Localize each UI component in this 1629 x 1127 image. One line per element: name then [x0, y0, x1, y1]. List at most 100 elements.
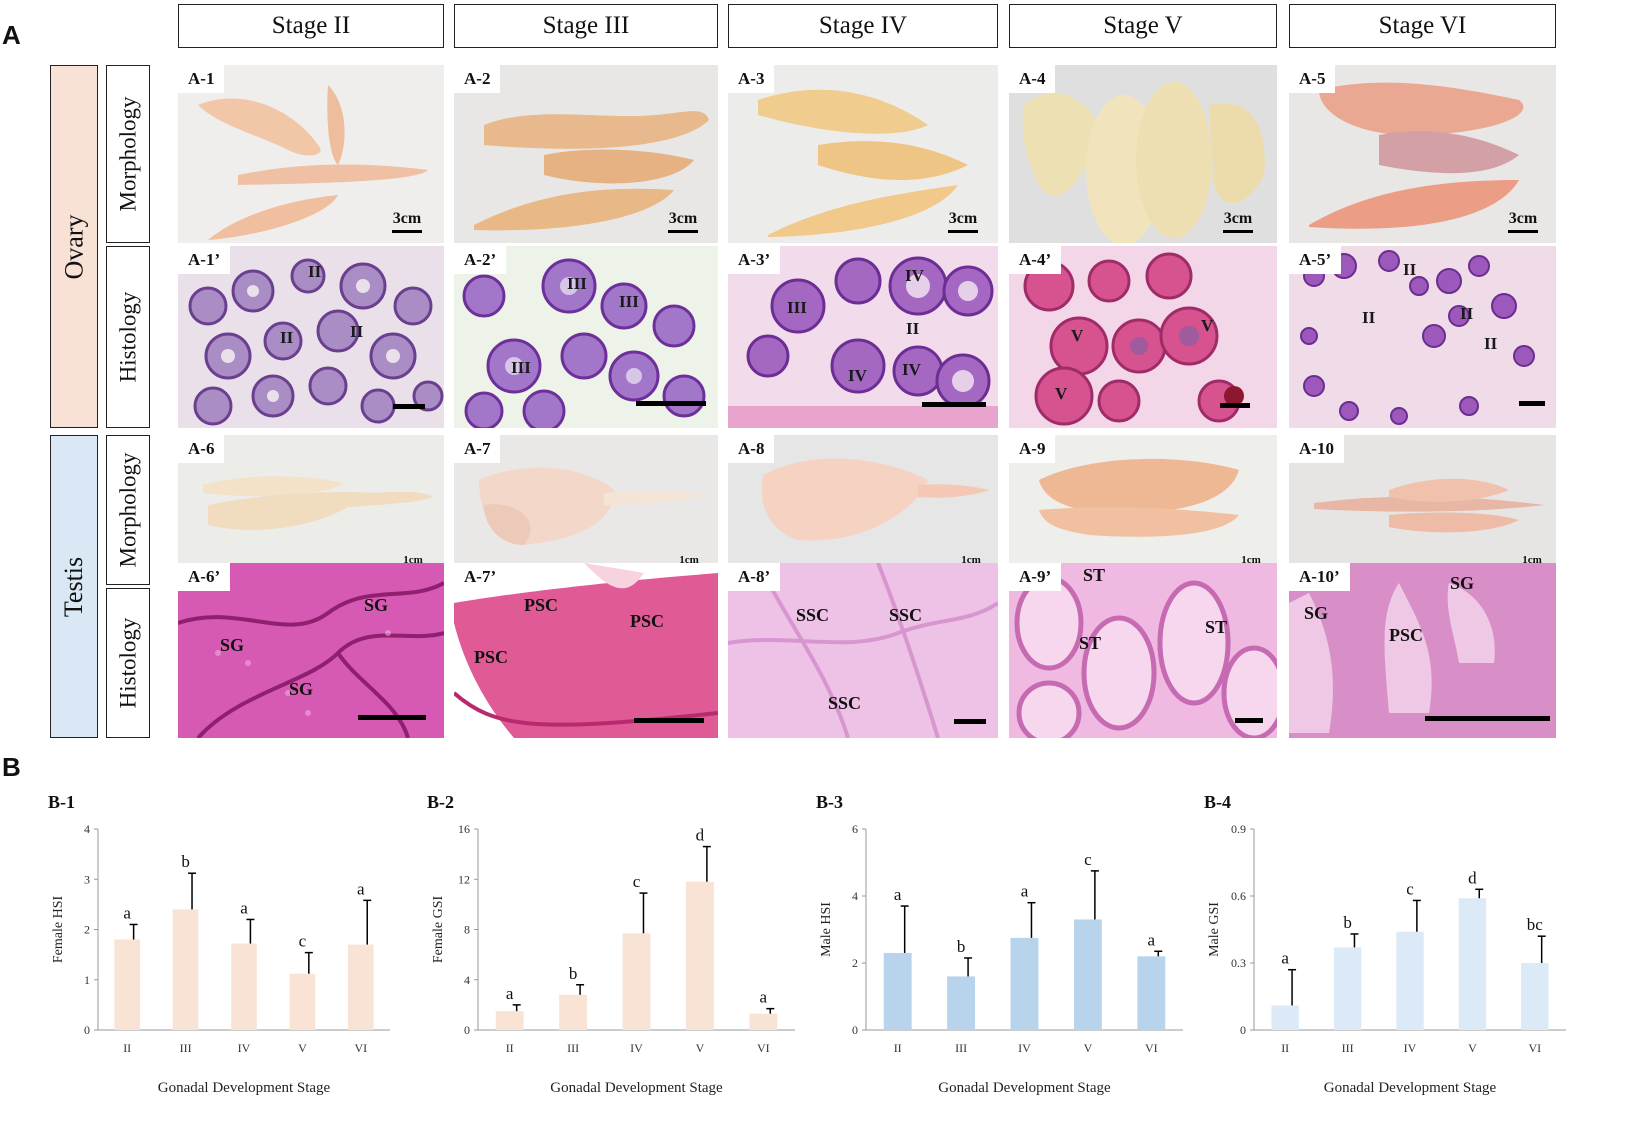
- tile-label: A-5: [1289, 65, 1336, 93]
- x-tick-label: II: [1281, 1041, 1289, 1055]
- photo-testis-morphology-stage-vi: A-10 1cm: [1289, 435, 1556, 585]
- chart-id-b4: B-4: [1204, 792, 1231, 812]
- y-tick-label: 3: [84, 872, 90, 886]
- ovary-photo-graphic: [178, 65, 444, 243]
- y-tick-label: 0.9: [1231, 822, 1246, 836]
- ovary-histology-graphic: [178, 246, 444, 428]
- tile-label: A-10’: [1289, 563, 1350, 591]
- chart-b4-male-gsi: 0 0.3 0.6 0.9 Male GSI a II b III c IV d Vbc VI Gonada…: [1207, 822, 1566, 1096]
- bar: [883, 952, 912, 1030]
- x-tick-label: IV: [238, 1041, 251, 1055]
- stage-header-vi: Stage VI: [1289, 4, 1556, 48]
- tile-label: A-1’: [178, 246, 231, 274]
- y-axis-label: Male GSI: [1207, 902, 1222, 957]
- photo-testis-morphology-stage-iv: A-8 1cm: [728, 435, 998, 585]
- tile-label: A-3’: [728, 246, 781, 274]
- y-tick-label: 16: [458, 822, 470, 836]
- y-tick-label: 0: [852, 1023, 858, 1037]
- oocyte-stage-label: III: [567, 274, 587, 293]
- bar: [172, 909, 199, 1030]
- bar: [947, 976, 976, 1030]
- bar: [622, 933, 651, 1030]
- y-tick-label: 1: [84, 973, 90, 987]
- bar: [1396, 931, 1424, 1030]
- scale-bar: [634, 718, 704, 723]
- testis-histology-graphic: [1009, 563, 1277, 738]
- x-tick-label: IV: [1404, 1041, 1417, 1055]
- x-tick-label: V: [1468, 1041, 1477, 1055]
- histology-testis-stage-iv: A-8’ SSC SSC SSC: [728, 563, 998, 738]
- oocyte-stage-label: IV: [905, 266, 924, 285]
- oocyte-stage-label: II: [308, 262, 322, 281]
- y-tick-label: 0.6: [1231, 889, 1246, 903]
- significance-letter: a: [894, 885, 902, 904]
- y-tick-label: 0: [464, 1023, 470, 1037]
- scale-bar: 3cm: [1508, 210, 1538, 233]
- tile-label: A-2: [454, 65, 501, 93]
- y-tick-label: 4: [852, 889, 858, 903]
- row-label-ovary: Ovary: [50, 65, 98, 428]
- significance-letter: b: [569, 964, 578, 983]
- cell-type-label: SG: [1450, 573, 1475, 593]
- scale-bar: 3cm: [668, 210, 698, 233]
- chart-id-b1: B-1: [48, 792, 75, 812]
- significance-letter: a: [1281, 949, 1289, 968]
- x-tick-label: V: [696, 1041, 705, 1055]
- significance-letter: b: [181, 852, 190, 871]
- histology-testis-stage-vi: A-10’ SG SG PSC: [1289, 563, 1556, 738]
- significance-letter: c: [633, 872, 641, 891]
- significance-letter: d: [696, 826, 705, 845]
- ovary-photo-graphic: [1009, 65, 1277, 243]
- tile-label: A-3: [728, 65, 775, 93]
- ovary-histology-graphic: [454, 246, 718, 428]
- x-axis-label: Gonadal Development Stage: [938, 1080, 1111, 1096]
- row-label-testis-histology: Histology: [106, 588, 150, 738]
- scale-bar: [393, 404, 425, 409]
- y-axis-label: Female GSI: [431, 896, 446, 964]
- tile-label: A-9: [1009, 435, 1056, 463]
- y-tick-label: 0.3: [1231, 956, 1246, 970]
- x-tick-label: VI: [1145, 1041, 1158, 1055]
- bar: [1458, 898, 1487, 1030]
- significance-letter: c: [1406, 879, 1414, 898]
- oocyte-stage-label: V: [1055, 384, 1068, 403]
- cell-type-label: PSC: [1389, 625, 1424, 645]
- scale-bar: 3cm: [948, 210, 978, 233]
- bar: [559, 994, 588, 1030]
- x-tick-label: III: [1342, 1041, 1354, 1055]
- bar: [231, 943, 257, 1030]
- cell-type-label: PSC: [630, 611, 665, 631]
- significance-letter: c: [299, 932, 307, 951]
- cell-type-label: SG: [289, 679, 314, 699]
- testis-histology-graphic: [1289, 563, 1556, 738]
- bar: [1137, 956, 1166, 1030]
- significance-letter: b: [1343, 913, 1352, 932]
- oocyte-stage-label: IV: [848, 366, 867, 385]
- cell-type-label: SSC: [828, 693, 862, 713]
- y-axis-label: Male HSI: [819, 902, 834, 957]
- stage-header-ii: Stage II: [178, 4, 444, 48]
- y-tick-label: 4: [464, 973, 470, 987]
- stage-header-iii: Stage III: [454, 4, 718, 48]
- significance-letter: a: [357, 879, 365, 898]
- significance-letter: b: [957, 937, 966, 956]
- photo-ovary-morphology-stage-iii: A-2 3cm: [454, 65, 718, 243]
- tile-label: A-6’: [178, 563, 231, 591]
- significance-letter: a: [1148, 930, 1156, 949]
- row-label-testis: Testis: [50, 435, 98, 738]
- photo-ovary-morphology-stage-vi: A-5 3cm: [1289, 65, 1556, 243]
- significance-letter: d: [1468, 868, 1477, 887]
- scale-bar: [1220, 403, 1250, 408]
- cell-type-label: ST: [1079, 633, 1102, 653]
- chart-b2-female-gsi: 0 4 8 12 16 Female GSI a II b III c IV d Va VI Gonadal …: [431, 822, 795, 1096]
- photo-ovary-morphology-stage-ii: A-1 3cm: [178, 65, 444, 243]
- scale-bar: [1425, 716, 1550, 721]
- x-tick-label: VI: [757, 1041, 770, 1055]
- x-tick-label: V: [1084, 1041, 1093, 1055]
- bar: [1010, 937, 1039, 1030]
- bar: [347, 944, 374, 1030]
- bar: [749, 1013, 778, 1030]
- cell-type-label: SSC: [889, 605, 923, 625]
- significance-letter: bc: [1527, 915, 1544, 934]
- cell-type-label: ST: [1205, 617, 1228, 637]
